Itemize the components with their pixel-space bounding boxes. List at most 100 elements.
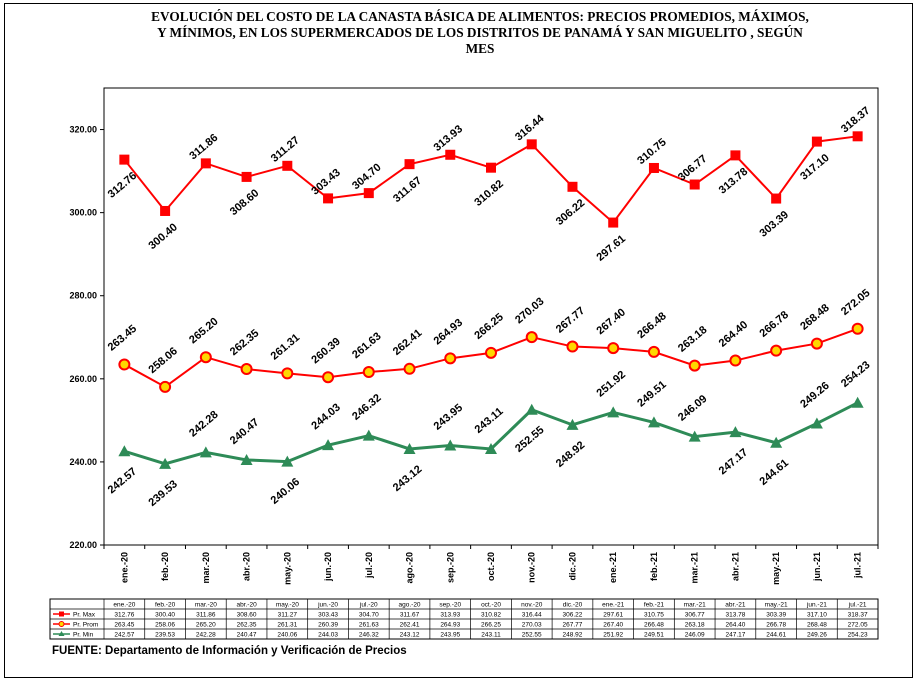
- table-header-cell: mar.-20: [195, 602, 217, 609]
- y-tick-label: 240.00: [69, 457, 97, 467]
- table-value-cell: 242.28: [196, 632, 216, 639]
- data-label: 251.92: [595, 369, 628, 400]
- table-header-cell: jul.-21: [848, 602, 867, 609]
- table-value-cell: 243.11: [481, 632, 501, 639]
- x-tick-label: feb.-21: [649, 552, 659, 581]
- table-header-cell: jun.-21: [806, 602, 827, 609]
- y-tick-label: 220.00: [69, 540, 97, 550]
- data-point: [118, 358, 131, 371]
- table-value-cell: 264.40: [725, 622, 745, 629]
- data-point: [810, 417, 823, 429]
- data-label: 311.86: [187, 132, 220, 162]
- table-header-cell: may.-20: [276, 602, 299, 609]
- table-value-cell: 244.03: [318, 632, 338, 639]
- x-tick-label: feb.-20: [160, 552, 170, 581]
- table-value-cell: 266.48: [644, 622, 664, 629]
- table-value-cell: 303.39: [766, 612, 786, 619]
- table-header-cell: jul.-20: [359, 602, 378, 609]
- data-point: [282, 160, 293, 171]
- data-label: 300.40: [146, 221, 179, 252]
- data-label: 312.76: [106, 170, 139, 201]
- data-point: [851, 322, 864, 335]
- data-point: [810, 337, 823, 350]
- data-label: 318.37: [839, 105, 872, 136]
- data-point: [566, 340, 579, 353]
- data-point: [730, 150, 741, 161]
- data-point: [444, 439, 457, 451]
- data-point: [770, 344, 783, 357]
- data-label: 252.55: [513, 424, 546, 455]
- data-label: 311.67: [391, 175, 424, 205]
- data-label: 247.17: [717, 446, 750, 477]
- data-label: 244.03: [309, 401, 342, 432]
- table-value-cell: 300.40: [155, 612, 175, 619]
- data-point: [566, 418, 579, 430]
- data-point: [688, 430, 701, 442]
- table-header-cell: mar.-21: [684, 602, 706, 609]
- x-tick-label: mar.-20: [201, 552, 211, 584]
- legend-series-name: Pr. Prom: [73, 622, 98, 629]
- data-label: 265.20: [187, 316, 220, 347]
- legend-key-marker: [58, 631, 65, 636]
- data-point: [240, 453, 253, 465]
- data-label: 303.39: [757, 209, 790, 240]
- data-point: [199, 446, 212, 458]
- data-point: [486, 162, 496, 173]
- data-label: 254.23: [839, 359, 872, 390]
- table-value-cell: 240.47: [237, 632, 257, 639]
- legend-key-marker: [58, 621, 65, 627]
- x-tick-label: jul.-21: [853, 552, 863, 579]
- data-point: [199, 351, 212, 364]
- table-value-cell: 311.86: [196, 612, 216, 619]
- data-label: 240.47: [228, 416, 261, 447]
- data-label: 261.31: [269, 332, 302, 363]
- table-value-cell: 261.63: [359, 622, 379, 629]
- data-label: 310.82: [472, 178, 505, 209]
- data-label: 303.43: [309, 167, 342, 198]
- data-point: [607, 342, 620, 355]
- table-value-cell: 249.26: [807, 632, 827, 639]
- table-value-cell: 243.12: [400, 632, 420, 639]
- table-value-cell: 260.39: [318, 622, 338, 629]
- data-point: [811, 136, 822, 147]
- data-label: 242.28: [187, 409, 220, 440]
- data-label: 270.03: [513, 295, 546, 326]
- data-point: [362, 429, 375, 441]
- table-value-cell: 318.37: [848, 612, 868, 619]
- data-label: 263.45: [106, 323, 139, 354]
- source-note: FUENTE: Departamento de Información y Ve…: [52, 645, 407, 657]
- table-value-cell: 268.48: [807, 622, 827, 629]
- table-value-cell: 264.93: [440, 622, 460, 629]
- table-header-cell: ago.-20: [399, 602, 421, 609]
- data-point: [241, 171, 252, 182]
- data-point: [159, 457, 172, 469]
- data-point: [729, 354, 742, 367]
- legend-key-marker: [59, 611, 64, 617]
- table-value-cell: 306.77: [685, 612, 705, 619]
- table-header-cell: feb.-20: [155, 602, 176, 609]
- data-point: [322, 371, 335, 384]
- table-value-cell: 303.43: [318, 612, 338, 619]
- table-value-cell: 310.75: [644, 612, 664, 619]
- plot-area-border: [103, 87, 879, 546]
- data-label: 311.27: [269, 134, 302, 164]
- table-value-cell: 239.53: [155, 632, 175, 639]
- data-label: 244.61: [757, 457, 790, 488]
- chart-title: EVOLUCIÓN DEL COSTO DE LA CANASTA BÁSICA…: [151, 9, 809, 56]
- data-label: 316.44: [513, 112, 547, 143]
- data-label: 266.25: [472, 311, 505, 342]
- x-tick-label: ene.-21: [608, 552, 618, 583]
- data-point: [404, 159, 415, 170]
- data-point: [118, 445, 131, 457]
- data-label: 266.48: [635, 310, 668, 341]
- table-header-cell: abr.-20: [236, 602, 257, 609]
- x-tick-label: dic.-20: [567, 552, 577, 581]
- table-value-cell: 306.22: [563, 612, 583, 619]
- table-value-cell: 297.61: [603, 612, 623, 619]
- x-tick-label: nov.-20: [527, 552, 537, 583]
- data-label: 258.06: [146, 345, 179, 376]
- data-label: 266.78: [757, 309, 790, 340]
- data-label: 262.41: [391, 327, 424, 358]
- table-value-cell: 266.25: [481, 622, 501, 629]
